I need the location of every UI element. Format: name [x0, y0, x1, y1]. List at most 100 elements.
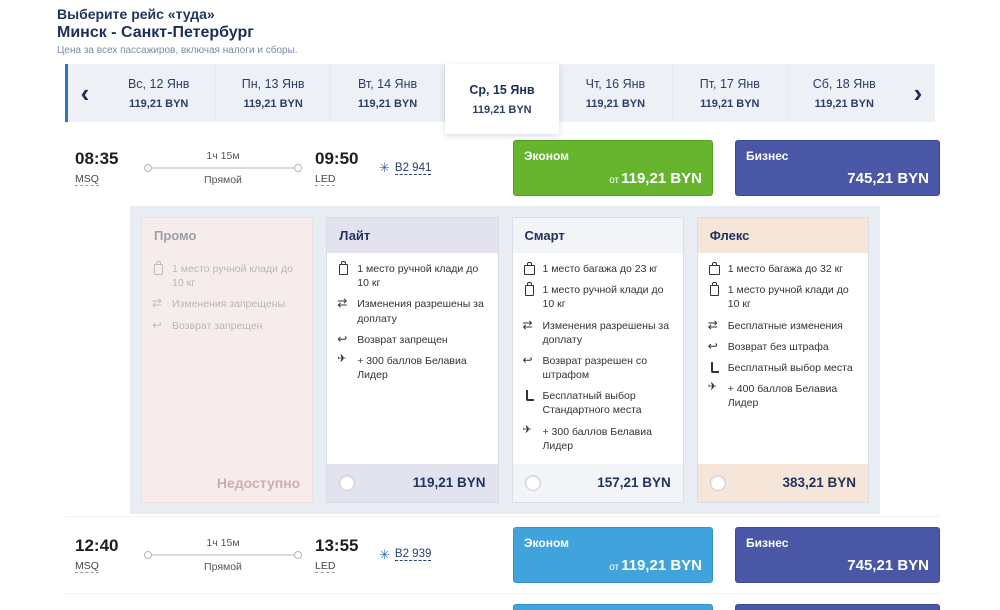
- fare-feature: Бесплатный выбор места: [708, 361, 858, 375]
- date-tab[interactable]: Вс, 12 Янв 119,21 BYN: [102, 64, 217, 122]
- refund-icon: [337, 331, 351, 347]
- fare-family-panel: Промо 1 место ручной клади до 10 кг Изме…: [130, 206, 880, 514]
- next-dates-button[interactable]: ›: [901, 64, 935, 122]
- baggage-icon: [708, 262, 722, 275]
- fare-feature-text: + 300 баллов Белавиа Лидер: [542, 425, 652, 452]
- refund-icon: [152, 317, 166, 333]
- hand-luggage-icon: [337, 261, 351, 275]
- fare-feature-text: Бесплатный выбор места: [727, 361, 853, 374]
- fare-feature-text: 1 место багажа до 32 кг: [727, 263, 843, 275]
- fare-feature-text: Возврат запрещен: [172, 319, 263, 332]
- fare-feature-text: Возврат запрещен: [357, 333, 448, 346]
- seat-icon: [708, 361, 722, 373]
- fare-card-title: Смарт: [512, 218, 683, 253]
- date-carousel: ‹ Вс, 12 Янв 119,21 BYN Пн, 13 Янв 119,2…: [65, 64, 935, 134]
- date-tab-day: Пн, 13 Янв: [241, 76, 305, 91]
- date-tab-price: 119,21 BYN: [243, 97, 303, 110]
- changes-icon: [708, 317, 722, 333]
- fare-feature: Изменения разрешены за доплату: [523, 317, 673, 347]
- fare-card-flex: Флекс 1 место багажа до 32 кг 1 место ру…: [696, 217, 869, 503]
- refund-icon: [523, 352, 537, 368]
- date-tab[interactable]: Пт, 17 Янв 119,21 BYN: [673, 64, 788, 122]
- page-header: Выберите рейс «туда» Минск - Санкт-Петер…: [0, 0, 1000, 56]
- fare-card-title: Лайт: [327, 218, 498, 253]
- fare-feature: Возврат запрещен: [152, 317, 302, 333]
- fare-feature: Изменения разрешены за доплату: [337, 295, 487, 325]
- arrival-airport-code[interactable]: LED: [315, 173, 336, 186]
- fare-feature-text: + 300 баллов Белавиа Лидер: [357, 354, 467, 382]
- fare-feature-text: Возврат без штрафа: [727, 340, 829, 353]
- fare-feature-text: Возврат разрешен со штрафом: [542, 354, 648, 382]
- date-tab-price: 119,21 BYN: [814, 97, 874, 110]
- fare-feature: + 300 баллов Белавиа Лидер: [523, 423, 673, 453]
- date-tab-day: Чт, 16 Янв: [585, 76, 646, 91]
- fare-feature-text: 1 место ручной клади до 10 кг: [172, 263, 293, 290]
- fare-feature-text: + 400 баллов Белавиа Лидер: [727, 383, 838, 410]
- fare-card-title: Промо: [154, 228, 197, 243]
- prev-dates-button[interactable]: ‹: [68, 64, 102, 122]
- fare-feature: 1 место ручной клади до 10 кг: [523, 282, 673, 311]
- baggage-icon: [523, 262, 537, 275]
- fare-feature-text: 1 место ручной клади до 10 кг: [727, 284, 849, 311]
- flight-list: 08:35 MSQ 1ч 15м Прямой 09:50 LED ✳ B2 9…: [65, 126, 940, 610]
- hand-luggage-icon: [708, 282, 722, 297]
- date-tab-day: Ср, 15 Янв: [469, 82, 535, 97]
- business-price: 745,21 BYN: [847, 170, 929, 187]
- date-tab[interactable]: Чт, 16 Янв 119,21 BYN: [559, 64, 674, 122]
- flight-row: 08:35 MSQ 1ч 15м Прямой 09:50 LED ✳ B2 9…: [65, 126, 940, 206]
- fare-feature: 1 место ручной клади до 10 кг: [337, 261, 487, 290]
- fare-card-smart: Смарт 1 место багажа до 23 кг 1 место ру…: [511, 217, 684, 503]
- business-label: Бизнес: [746, 149, 789, 163]
- date-tab-day: Вт, 14 Янв: [357, 76, 418, 91]
- flight-number-link[interactable]: B2 939: [394, 548, 432, 562]
- fare-feature-text: Изменения разрешены за доплату: [357, 298, 484, 325]
- fare-card-promo: Промо 1 место ручной клади до 10 кг Изме…: [141, 217, 314, 503]
- fare-feature-text: Изменения разрешены за доплату: [542, 319, 670, 346]
- fare-radio[interactable]: [709, 474, 726, 491]
- page-title: Выберите рейс «туда»: [57, 6, 215, 22]
- fare-feature: Возврат запрещен: [337, 331, 487, 347]
- date-tab[interactable]: Вт, 14 Янв 119,21 BYN: [331, 64, 446, 122]
- hand-luggage-icon: [523, 282, 537, 297]
- route-line: [144, 164, 302, 172]
- date-tab[interactable]: Сб, 18 Янв 119,21 BYN: [788, 64, 901, 122]
- business-fare-button[interactable]: Бизнес 745,21 BYN: [735, 140, 940, 196]
- business-fare-button[interactable]: Бизнес 745,21 BYN: [735, 603, 940, 610]
- fare-price: 383,21 BYN: [782, 475, 856, 491]
- business-price: 745,21 BYN: [847, 556, 929, 574]
- refund-icon: [708, 338, 722, 354]
- belavia-logo-icon: ✳: [379, 160, 390, 175]
- fare-radio[interactable]: [524, 474, 541, 491]
- fare-radio[interactable]: [339, 474, 356, 491]
- fare-card-title: Флекс: [697, 218, 868, 253]
- departure-airport-code[interactable]: MSQ: [75, 173, 99, 186]
- flight-duration: 1ч 15м: [206, 150, 240, 162]
- fare-feature-text: 1 место ручной клади до 10 кг: [357, 263, 479, 290]
- flight-number-link[interactable]: B2 941: [394, 161, 432, 175]
- departure-airport-code[interactable]: MSQ: [75, 559, 99, 573]
- flight-duration: 1ч 15м: [206, 536, 240, 549]
- business-fare-button[interactable]: Бизнес 745,21 BYN: [735, 526, 940, 583]
- date-tab-day: Вс, 12 Янв: [127, 76, 190, 91]
- fare-feature-text: 1 место багажа до 23 кг: [542, 263, 658, 275]
- changes-icon: [337, 295, 351, 311]
- arrival-time: 09:50: [315, 149, 359, 168]
- seat-icon: [523, 389, 537, 402]
- date-tab-price: 119,21 BYN: [472, 103, 532, 116]
- arrival-airport-code[interactable]: LED: [315, 559, 336, 573]
- economy-price: от 119,21 BYN: [609, 170, 702, 187]
- fare-feature: Бесплатный выбор Стандартного места: [523, 389, 673, 417]
- date-tab[interactable]: Пн, 13 Янв 119,21 BYN: [216, 64, 331, 122]
- economy-label: Эконом: [524, 149, 570, 163]
- date-tab-day: Пт, 17 Янв: [699, 76, 760, 91]
- belavia-logo-icon: ✳: [379, 546, 390, 562]
- fare-feature: Изменения запрещены: [152, 295, 302, 311]
- fare-feature: Возврат разрешен со штрафом: [523, 352, 673, 382]
- date-tab-selected[interactable]: Ср, 15 Янв 119,21 BYN: [445, 64, 559, 134]
- plane-icon: [708, 380, 722, 395]
- fare-card-light: Лайт 1 место ручной клади до 10 кг Измен…: [326, 217, 499, 503]
- plane-icon: [337, 352, 351, 367]
